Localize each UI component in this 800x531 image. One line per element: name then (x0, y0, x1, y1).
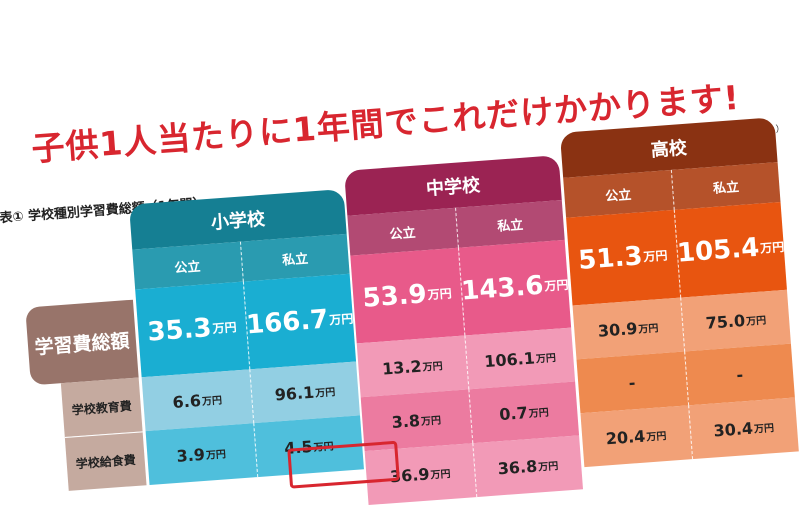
education-2-public-unit: 万円 (638, 322, 659, 336)
total-2-public: 51.3 万円 (566, 209, 680, 306)
lunch-0-public: 3.9 万円 (145, 423, 257, 485)
education-1-public-value: 13.2 (381, 356, 423, 379)
lunch-0-public-unit: 万円 (205, 448, 227, 462)
lunch-1-private-unit: 万円 (528, 407, 550, 420)
outside-1-private-value: 36.8 (497, 456, 538, 478)
outside-1-private: 36.8 万円 (471, 435, 584, 498)
total-1-public-value: 53.9 (361, 279, 428, 314)
education-0-public-value: 6.6 (171, 390, 202, 412)
total-2-private-unit: 万円 (759, 239, 785, 256)
total-0-private: 166.7 万円 (242, 273, 357, 370)
lunch-1-public-value: 3.8 (390, 410, 421, 432)
education-0-private: 96.1 万円 (248, 361, 361, 424)
education-1-private: 106.1 万円 (463, 327, 576, 390)
lunch-2-private-value: - (735, 364, 744, 385)
outside-2-public-unit: 万円 (645, 430, 667, 443)
outside-2-private-value: 30.4 (712, 418, 754, 440)
lunch-1-public-unit: 万円 (420, 414, 442, 428)
total-1-private: 143.6 万円 (457, 239, 572, 336)
total-0-public: 35.3 万円 (135, 281, 249, 378)
total-2-private-value: 105.4 (676, 232, 761, 269)
lunch-2-public-value: - (628, 372, 637, 393)
education-2-public: 30.9 万円 (572, 297, 684, 360)
education-0-private-unit: 万円 (314, 386, 336, 400)
lunch-1-private-value: 0.7 (498, 402, 529, 424)
outside-2-private-unit: 万円 (753, 422, 775, 436)
total-2-private: 105.4 万円 (673, 202, 787, 298)
outside-2-public: 20.4 万円 (580, 405, 692, 468)
row-label-lunch: 学校給食費 (64, 431, 147, 491)
row-label-education: 学校教育費 (60, 377, 143, 438)
school-columns: 小学校 公立 私立 35.3 万円 166.7 万円 6.6 万円 96.1 万円 3.9 万円 4.5 万… (0, 0, 799, 505)
outside-1-private-unit: 万円 (537, 460, 559, 473)
highlight-box (287, 440, 400, 489)
outside-2-public-value: 20.4 (605, 426, 646, 448)
total-1-private-unit: 万円 (543, 277, 569, 294)
education-0-public-unit: 万円 (201, 394, 223, 408)
outside-1-public-unit: 万円 (430, 468, 451, 481)
education-1-public: 13.2 万円 (356, 335, 468, 398)
education-1-private-unit: 万円 (535, 352, 557, 365)
education-2-private-unit: 万円 (745, 314, 767, 328)
lunch-2-public: - (576, 351, 688, 414)
total-0-public-unit: 万円 (212, 319, 238, 336)
total-2-public-value: 51.3 (577, 241, 644, 276)
total-0-private-value: 166.7 (245, 304, 330, 341)
education-0-private-value: 96.1 (274, 382, 315, 405)
total-1-public: 53.9 万円 (350, 247, 464, 344)
total-2-public-unit: 万円 (642, 247, 668, 264)
education-1-private-value: 106.1 (483, 347, 536, 371)
education-1-public-unit: 万円 (422, 360, 444, 374)
total-1-private-value: 143.6 (460, 270, 545, 307)
lunch-1-private: 0.7 万円 (467, 381, 580, 444)
lunch-0-public-value: 3.9 (175, 444, 206, 466)
education-2-private: 75.0 万円 (679, 289, 791, 352)
total-0-private-unit: 万円 (328, 311, 354, 327)
table-illustration: 子供1人当たりに1年間でこれだけかかります! （文部科学省「令和3年度子供の学習… (0, 0, 799, 505)
lunch-2-private: - (683, 343, 795, 406)
education-2-private-value: 75.0 (704, 310, 746, 333)
education-0-public: 6.6 万円 (141, 369, 253, 432)
total-0-public-value: 35.3 (146, 313, 213, 348)
total-1-public-unit: 万円 (427, 285, 453, 302)
row-label-total: 学習費総額 (25, 299, 139, 386)
education-2-public-value: 30.9 (597, 318, 639, 341)
